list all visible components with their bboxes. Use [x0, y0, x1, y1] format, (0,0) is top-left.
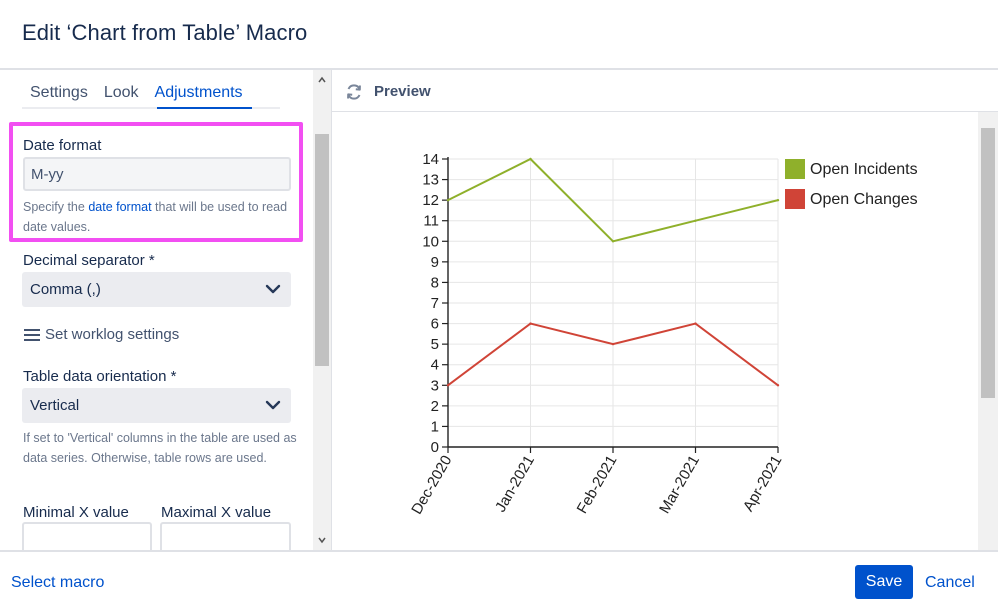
- max-x-label: Maximal X value: [161, 504, 272, 521]
- y-tick-label: 3: [431, 377, 439, 394]
- data-point: [776, 198, 780, 202]
- tab-adjustments[interactable]: Adjustments: [154, 84, 243, 101]
- tab-underline-track: [22, 107, 280, 109]
- decimal-separator-select[interactable]: Comma (,): [22, 272, 291, 307]
- date-format-highlight: [9, 122, 303, 242]
- panel-divider: [331, 70, 332, 550]
- min-x-input[interactable]: [22, 522, 152, 550]
- x-tick-label: Apr-2021: [740, 453, 786, 515]
- refresh-icon[interactable]: [344, 82, 364, 102]
- y-tick-label: 4: [431, 357, 439, 374]
- y-tick-label: 7: [431, 295, 439, 312]
- dialog-header: Edit ‘Chart from Table’ Macro: [0, 0, 998, 70]
- y-tick-label: 1: [431, 418, 439, 435]
- orientation-select[interactable]: Vertical: [22, 388, 291, 423]
- date-format-help-suffix: that will be used to read date values.: [23, 200, 288, 234]
- y-tick-label: 10: [422, 233, 439, 250]
- y-tick-label: 14: [422, 151, 439, 168]
- select-macro-link[interactable]: Select macro: [11, 574, 105, 591]
- date-format-help-prefix: Specify the: [23, 200, 89, 214]
- preview-label: Preview: [374, 83, 431, 100]
- legend-swatch-0: [785, 159, 805, 179]
- worklog-settings-link[interactable]: Set worklog settings: [24, 326, 179, 343]
- y-tick-label: 8: [431, 274, 439, 291]
- y-tick-label: 2: [431, 398, 439, 415]
- y-tick-label: 6: [431, 316, 439, 333]
- dialog-title: Edit ‘Chart from Table’ Macro: [22, 20, 308, 45]
- chevron-down-icon: [265, 400, 281, 410]
- x-tick-label: Mar-2021: [656, 453, 703, 517]
- settings-tabs: Settings Look Adjustments: [30, 84, 259, 110]
- orientation-value: Vertical: [30, 397, 80, 414]
- date-format-help: Specify the date format that will be use…: [23, 197, 298, 237]
- decimal-separator-value: Comma (,): [30, 281, 101, 298]
- x-tick-label: Jan-2021: [492, 453, 538, 516]
- data-point: [529, 157, 532, 161]
- active-tab-indicator: [157, 107, 252, 109]
- legend-label-1: Open Changes: [810, 191, 918, 208]
- hamburger-menu-icon: [24, 328, 40, 341]
- data-point: [611, 240, 615, 243]
- data-point: [694, 322, 697, 325]
- decimal-separator-label: Decimal separator *: [23, 252, 155, 269]
- worklog-settings-label: Set worklog settings: [45, 326, 180, 343]
- data-point: [529, 322, 532, 325]
- legend-label-0: Open Incidents: [810, 161, 918, 178]
- preview-scrollbar-thumb[interactable]: [981, 128, 995, 398]
- cancel-button[interactable]: Cancel: [925, 574, 975, 591]
- preview-header: Preview: [332, 70, 998, 112]
- x-tick-label: Feb-2021: [574, 453, 621, 517]
- y-tick-label: 9: [431, 254, 439, 271]
- dialog-footer: Select macro Save Cancel: [0, 550, 998, 609]
- x-tick-label: Dec-2020: [408, 453, 455, 518]
- date-format-help-link[interactable]: date format: [88, 200, 152, 214]
- date-format-input[interactable]: M-yy: [23, 157, 291, 191]
- data-point: [776, 384, 780, 387]
- scroll-down-arrow-icon[interactable]: [318, 536, 326, 544]
- data-point: [611, 342, 615, 346]
- y-tick-label: 11: [423, 213, 439, 230]
- max-x-input[interactable]: [160, 522, 291, 550]
- y-tick-label: 12: [422, 192, 439, 209]
- scroll-up-arrow-icon[interactable]: [318, 76, 326, 84]
- settings-panel: Settings Look Adjustments Date format M-…: [0, 70, 332, 550]
- min-x-label: Minimal X value: [23, 504, 129, 521]
- y-tick-label: 5: [431, 336, 439, 353]
- y-tick-label: 13: [422, 172, 439, 189]
- tab-settings[interactable]: Settings: [30, 84, 88, 101]
- preview-scrollbar[interactable]: [978, 112, 998, 550]
- chevron-down-icon: [265, 284, 281, 294]
- data-point: [446, 198, 450, 202]
- settings-scrollbar[interactable]: [313, 70, 331, 550]
- orientation-label: Table data orientation *: [23, 368, 177, 385]
- data-point: [446, 384, 450, 387]
- y-tick-label: 0: [431, 439, 439, 456]
- date-format-label: Date format: [23, 137, 102, 154]
- legend-swatch-1: [785, 189, 805, 209]
- orientation-help: If set to 'Vertical' columns in the tabl…: [23, 431, 297, 465]
- save-button[interactable]: Save: [855, 565, 913, 599]
- tab-look[interactable]: Look: [103, 84, 139, 101]
- data-point: [694, 219, 697, 222]
- settings-scrollbar-thumb[interactable]: [315, 134, 329, 366]
- chart-preview: 0 1 2 3 4 5 6 7 8 9 10 11 12 13 14 Dec-2020 Jan-2021 Feb-…: [332, 112, 978, 550]
